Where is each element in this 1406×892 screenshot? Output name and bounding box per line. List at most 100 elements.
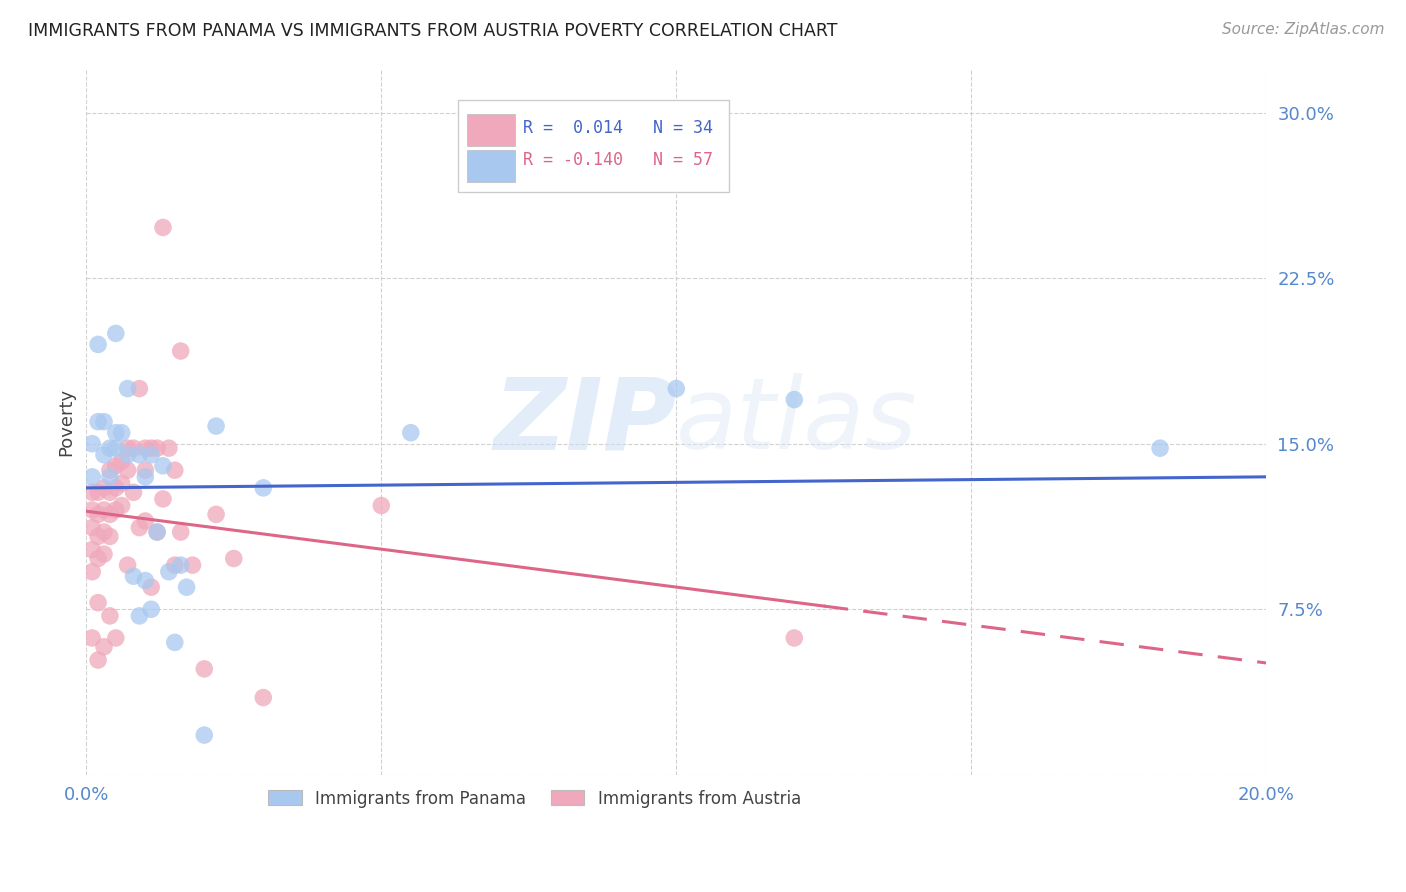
Point (98, 608, 121, 623)
Text: R =  0.014   N = 34: R = 0.014 N = 34 (523, 119, 713, 136)
Point (134, 470, 156, 484)
Point (205, 508, 228, 522)
Point (87, 551, 110, 566)
Point (87, 653, 110, 667)
Point (82, 631, 104, 645)
Text: R = -0.140   N = 57: R = -0.140 N = 57 (523, 151, 713, 169)
Point (93, 524, 115, 539)
Point (134, 574, 156, 588)
Point (152, 491, 174, 506)
Text: Source: ZipAtlas.com: Source: ZipAtlas.com (1222, 22, 1385, 37)
Point (104, 631, 127, 645)
Point (252, 481, 274, 495)
Point (170, 344, 193, 359)
Point (783, 631, 806, 645)
Point (98, 485, 121, 500)
Point (82, 436, 104, 450)
Point (117, 448, 139, 462)
Point (157, 565, 180, 579)
FancyBboxPatch shape (467, 150, 515, 182)
Point (98, 441, 121, 455)
Point (252, 690, 274, 705)
Point (104, 425, 127, 440)
Point (128, 382, 150, 396)
Point (170, 524, 193, 539)
Point (157, 441, 180, 455)
Point (193, 728, 215, 742)
Point (163, 463, 186, 477)
Point (152, 220, 174, 235)
Point (163, 558, 186, 573)
Point (87, 508, 110, 522)
Point (82, 503, 104, 517)
Point (665, 382, 688, 396)
Point (93, 448, 115, 462)
Point (82, 485, 104, 500)
Point (104, 481, 127, 495)
Point (82, 470, 104, 484)
Point (128, 448, 150, 462)
Point (111, 425, 134, 440)
FancyBboxPatch shape (458, 100, 730, 192)
Point (163, 635, 186, 649)
Point (93, 415, 115, 429)
Point (117, 558, 139, 573)
FancyBboxPatch shape (467, 114, 515, 146)
Text: IMMIGRANTS FROM PANAMA VS IMMIGRANTS FROM AUSTRIA POVERTY CORRELATION CHART: IMMIGRANTS FROM PANAMA VS IMMIGRANTS FRO… (28, 22, 838, 40)
Point (82, 542, 104, 557)
Point (104, 503, 127, 517)
Point (141, 580, 163, 594)
Point (122, 441, 145, 455)
Point (104, 326, 127, 341)
Point (134, 441, 156, 455)
Point (117, 441, 139, 455)
Point (87, 337, 110, 351)
Point (222, 551, 245, 566)
Point (122, 569, 145, 583)
Point (193, 662, 215, 676)
Point (128, 520, 150, 534)
Point (87, 596, 110, 610)
Point (783, 392, 806, 407)
Point (134, 463, 156, 477)
Point (117, 382, 139, 396)
Point (104, 441, 127, 455)
Point (146, 524, 169, 539)
Point (98, 529, 121, 543)
Point (1149, 441, 1171, 455)
Point (370, 499, 392, 513)
Point (170, 558, 193, 573)
Legend: Immigrants from Panama, Immigrants from Austria: Immigrants from Panama, Immigrants from … (260, 781, 810, 816)
Point (98, 508, 121, 522)
Point (146, 441, 169, 455)
Point (82, 565, 104, 579)
Point (93, 503, 115, 517)
Point (111, 476, 134, 491)
Point (104, 458, 127, 473)
Point (134, 514, 156, 528)
Point (205, 419, 228, 434)
Point (128, 608, 150, 623)
Point (87, 415, 110, 429)
Point (82, 520, 104, 534)
Point (93, 481, 115, 495)
Point (111, 499, 134, 513)
Text: ZIP: ZIP (494, 373, 676, 470)
Point (98, 470, 121, 484)
Point (93, 640, 115, 654)
Point (141, 602, 163, 616)
Point (117, 463, 139, 477)
Point (141, 441, 163, 455)
Point (111, 454, 134, 468)
Point (87, 485, 110, 500)
Y-axis label: Poverty: Poverty (58, 388, 75, 456)
Point (93, 547, 115, 561)
Text: atlas: atlas (676, 373, 918, 470)
Point (152, 458, 174, 473)
Point (176, 580, 198, 594)
Point (98, 463, 121, 477)
Point (87, 529, 110, 543)
Point (141, 448, 163, 462)
Point (399, 425, 422, 440)
Point (146, 524, 169, 539)
